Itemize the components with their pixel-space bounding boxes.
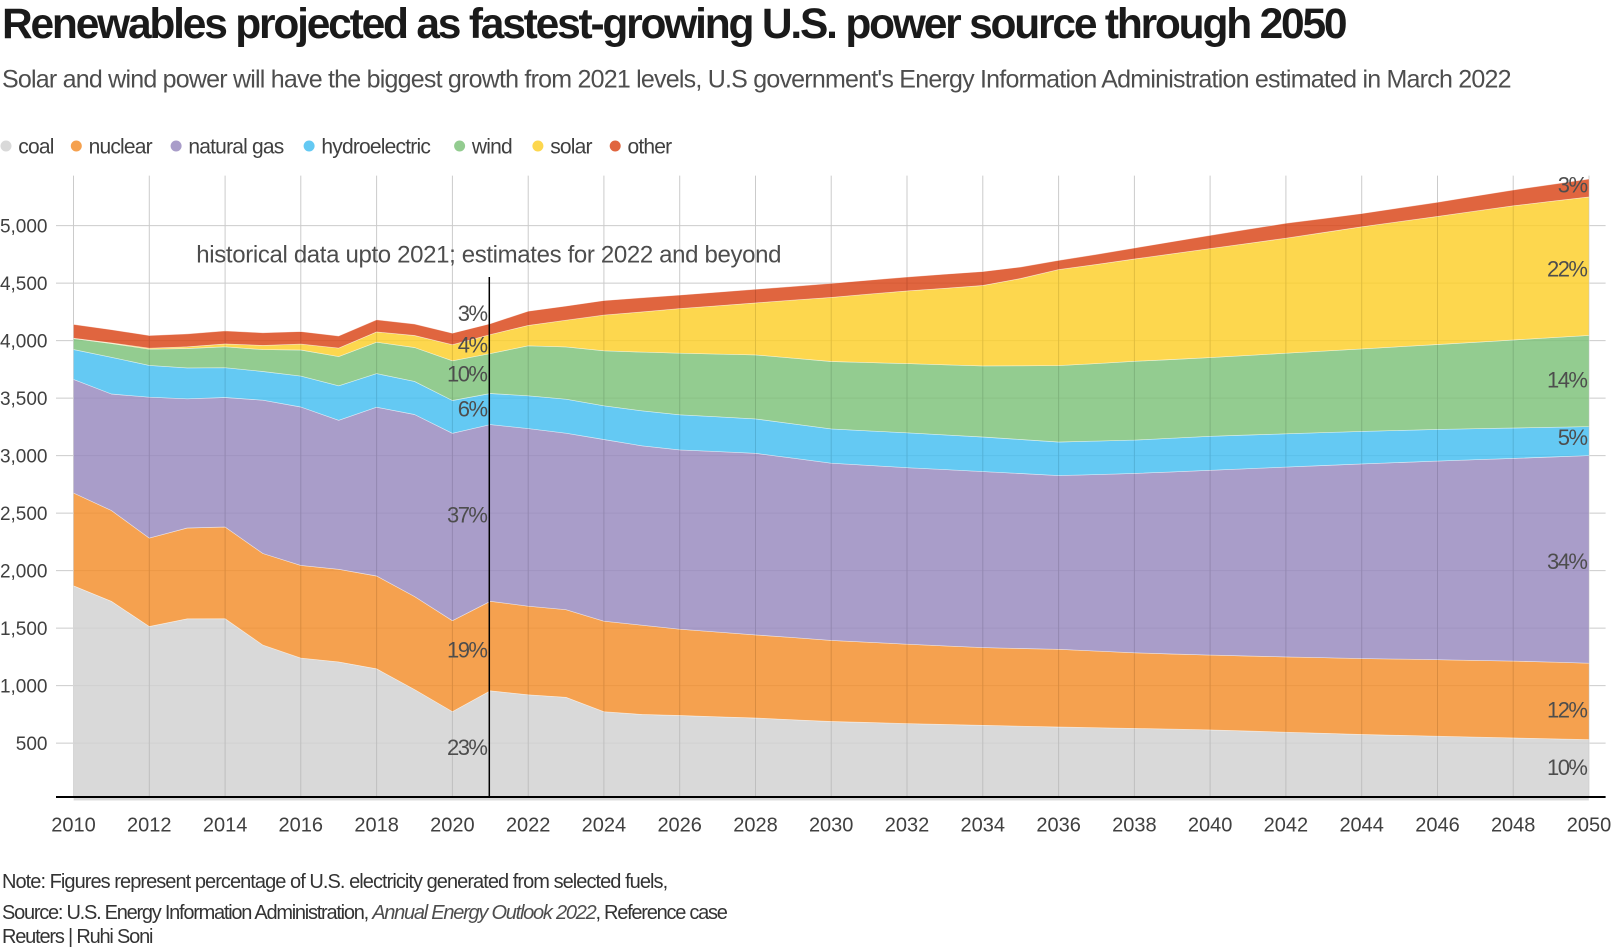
svg-text:1,500: 1,500 (0, 619, 48, 640)
svg-text:wind: wind (471, 136, 512, 159)
svg-text:19%: 19% (447, 638, 487, 663)
svg-text:2030: 2030 (809, 815, 854, 837)
svg-text:natural gas: natural gas (188, 136, 283, 159)
svg-text:nuclear: nuclear (89, 136, 153, 159)
svg-text:historical data upto 2021; est: historical data upto 2021; estimates for… (196, 242, 781, 269)
svg-text:14%: 14% (1547, 368, 1587, 393)
svg-text:23%: 23% (447, 735, 487, 760)
svg-text:coal: coal (18, 136, 53, 159)
svg-text:2038: 2038 (1112, 815, 1157, 837)
svg-text:2046: 2046 (1415, 815, 1460, 837)
svg-text:22%: 22% (1547, 257, 1587, 282)
svg-text:2026: 2026 (657, 815, 702, 837)
svg-text:2018: 2018 (354, 815, 399, 837)
svg-text:Source: U.S. Energy Informatio: Source: U.S. Energy Information Administ… (2, 902, 728, 924)
svg-text:1,000: 1,000 (0, 677, 48, 698)
svg-text:2,500: 2,500 (0, 504, 48, 525)
svg-text:2032: 2032 (885, 815, 930, 837)
svg-text:3%: 3% (1558, 173, 1588, 198)
svg-text:2042: 2042 (1264, 815, 1309, 837)
svg-text:4%: 4% (458, 333, 488, 358)
svg-text:other: other (628, 136, 673, 159)
svg-text:12%: 12% (1547, 698, 1587, 723)
svg-text:3,000: 3,000 (0, 447, 48, 468)
svg-text:Renewables projected as fastes: Renewables projected as fastest-growing … (2, 1, 1346, 48)
svg-text:4,500: 4,500 (0, 274, 48, 295)
svg-text:10%: 10% (1547, 755, 1587, 780)
svg-text:2016: 2016 (279, 815, 324, 837)
svg-text:solar: solar (550, 136, 592, 159)
svg-text:4,000: 4,000 (0, 332, 48, 353)
svg-text:2014: 2014 (203, 815, 248, 837)
svg-text:3%: 3% (458, 301, 488, 326)
svg-text:5,000: 5,000 (0, 217, 48, 238)
svg-text:6%: 6% (458, 397, 488, 422)
svg-text:Solar and wind power will have: Solar and wind power will have the bigge… (2, 66, 1511, 94)
svg-text:2050: 2050 (1567, 815, 1612, 837)
svg-text:2022: 2022 (506, 815, 551, 837)
svg-text:34%: 34% (1547, 549, 1587, 574)
svg-text:hydroelectric: hydroelectric (321, 136, 430, 159)
svg-text:37%: 37% (447, 503, 487, 528)
svg-text:2040: 2040 (1188, 815, 1233, 837)
svg-text:2048: 2048 (1491, 815, 1536, 837)
svg-text:2020: 2020 (430, 815, 475, 837)
svg-text:500: 500 (16, 734, 48, 755)
svg-text:5%: 5% (1558, 425, 1588, 450)
svg-text:10%: 10% (447, 362, 487, 387)
svg-text:2024: 2024 (582, 815, 627, 837)
svg-text:2034: 2034 (961, 815, 1006, 837)
svg-text:2,000: 2,000 (0, 562, 48, 583)
svg-text:3,500: 3,500 (0, 389, 48, 410)
svg-text:Reuters | Ruhi Soni: Reuters | Ruhi Soni (2, 926, 153, 948)
svg-text:2028: 2028 (733, 815, 778, 837)
svg-text:2044: 2044 (1339, 815, 1384, 837)
svg-text:Note: Figures represent percen: Note: Figures represent percentage of U.… (2, 871, 667, 893)
svg-text:2010: 2010 (51, 815, 96, 837)
svg-text:2012: 2012 (127, 815, 172, 837)
svg-text:2036: 2036 (1036, 815, 1081, 837)
